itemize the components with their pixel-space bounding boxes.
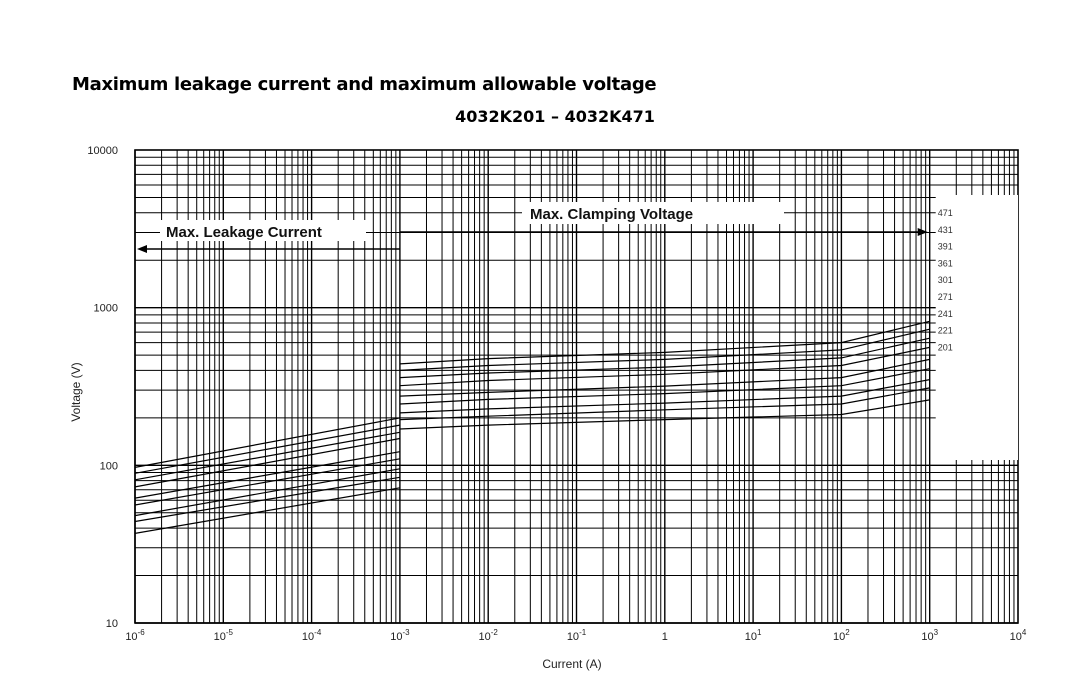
series-label-391: 391: [938, 242, 953, 252]
x-tick-label: 10-3: [390, 628, 410, 643]
series-lines: [134, 320, 930, 534]
chart-title: Maximum leakage current and maximum allo…: [72, 74, 657, 95]
x-tick-label: 10-1: [567, 628, 587, 643]
series-label-361: 361: [938, 258, 953, 268]
x-axis-label: Current (A): [542, 657, 601, 671]
x-tick-label: 102: [833, 628, 850, 643]
clamping-line-471: [399, 320, 930, 365]
series-label-301: 301: [938, 275, 953, 285]
series-label-271: 271: [938, 292, 953, 302]
y-tick-label: 10: [106, 618, 118, 630]
axis-ticks: 10 100 1000 10000 10-6 10-5 10-4 10-3 10-2 10-1 1 1…: [87, 145, 1026, 643]
clamping-line-301: [399, 358, 930, 397]
x-tick-label: 103: [921, 628, 938, 643]
leakage-line-431: [134, 424, 401, 474]
clamping-line-391: [399, 337, 930, 379]
chart-subtitle: 4032K201 – 4032K471: [455, 107, 655, 126]
leakage-line-221: [134, 476, 400, 523]
leakage-line-391: [134, 431, 401, 481]
leakage-region-label: Max. Leakage Current: [166, 224, 322, 241]
x-tick-label: 104: [1010, 628, 1027, 643]
series-label-431: 431: [938, 225, 953, 235]
leakage-arrowhead: [137, 245, 147, 253]
x-tick-label: 10-5: [214, 628, 234, 643]
y-tick-label: 100: [100, 460, 118, 472]
series-label-241: 241: [938, 309, 953, 319]
leakage-line-471: [134, 417, 401, 468]
series-label-471: 471: [938, 208, 953, 218]
leakage-line-361: [134, 437, 401, 488]
clamping-line-201: [399, 399, 930, 430]
clamping-line-361: [399, 346, 930, 387]
x-tick-label: 101: [745, 628, 762, 643]
chart-overlay: 471 431 391 361 301 271 241 221 201 Max. Leakage …: [137, 195, 1018, 460]
x-tick-label: 10-6: [125, 628, 145, 643]
clamping-line-221: [399, 387, 930, 421]
x-tick-label: 10-2: [479, 628, 499, 643]
leakage-line-241: [134, 468, 401, 517]
clamping-line-241: [399, 379, 930, 414]
clamping-line-431: [399, 328, 930, 371]
y-tick-label: 1000: [94, 303, 118, 315]
series-label-201: 201: [938, 342, 953, 352]
leakage-line-201: [134, 487, 401, 534]
x-tick-label: 10-4: [302, 628, 322, 643]
series-label-221: 221: [938, 326, 953, 336]
leakage-label-bg: [160, 220, 366, 241]
series-label-panel: [935, 195, 1018, 460]
x-tick-label: 1: [662, 631, 668, 643]
clamping-line-271: [399, 368, 930, 405]
clamping-label-bg: [522, 202, 784, 224]
y-axis-label: Voltage (V): [69, 362, 83, 421]
clamping-region-label: Max. Clamping Voltage: [530, 206, 693, 223]
leakage-line-301: [134, 451, 401, 499]
y-tick-label: 10000: [87, 145, 118, 157]
clamping-arrowhead: [917, 228, 928, 236]
leakage-line-271: [134, 458, 401, 506]
